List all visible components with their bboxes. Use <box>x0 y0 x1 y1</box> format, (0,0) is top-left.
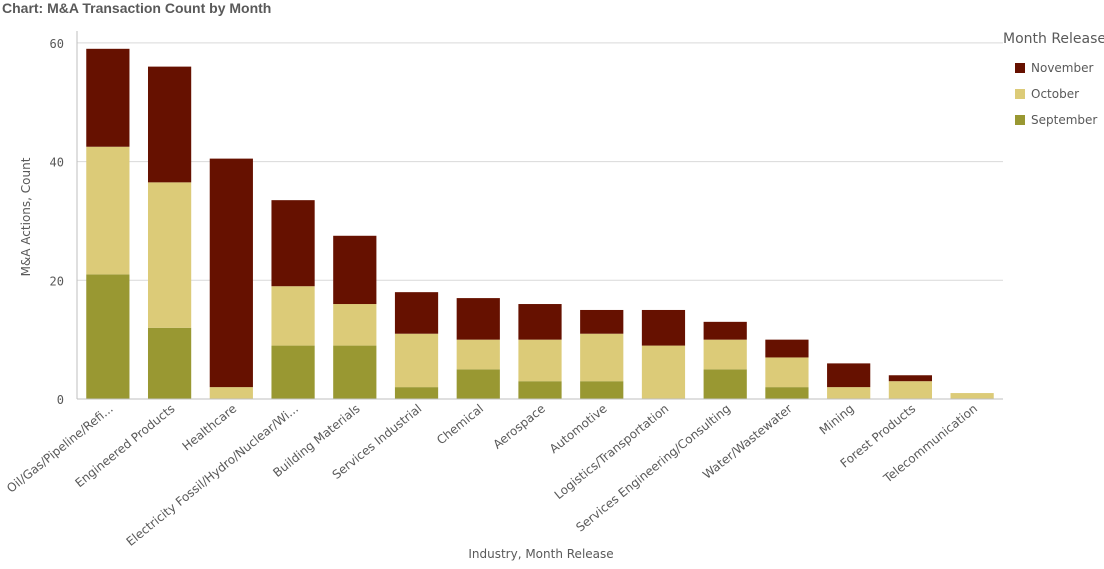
bar-segment-october[interactable] <box>394 333 439 388</box>
bar-segment-october[interactable] <box>147 182 192 328</box>
x-tick-label: Aerospace <box>490 401 547 451</box>
legend-label: September <box>1031 113 1098 127</box>
legend-swatch <box>1015 89 1025 99</box>
y-axis-title: M&A Actions, Count <box>19 157 33 276</box>
legend-title: Month Release <box>1003 31 1104 47</box>
bar-segment-september[interactable] <box>86 274 130 399</box>
x-tick-label: Mining <box>817 401 857 437</box>
legend-swatch <box>1015 115 1025 125</box>
x-axis-title: Industry, Month Release <box>468 547 614 561</box>
legend-item-november[interactable]: November <box>1003 55 1104 81</box>
bar-segment-september[interactable] <box>518 381 562 399</box>
bar-segment-october[interactable] <box>86 146 130 275</box>
bar-segment-october[interactable] <box>703 339 747 370</box>
bars <box>86 48 994 399</box>
bar-segment-november[interactable] <box>765 339 809 358</box>
bar-segment-november[interactable] <box>209 158 253 388</box>
legend[interactable]: Month Release November October September <box>1003 31 1104 133</box>
bar-segment-september[interactable] <box>703 369 747 399</box>
bar-segment-september[interactable] <box>456 369 500 399</box>
bar-segment-october[interactable] <box>827 387 871 399</box>
bar-segment-september[interactable] <box>271 345 315 399</box>
bar-segment-november[interactable] <box>888 375 933 382</box>
bar-segment-november[interactable] <box>641 309 686 346</box>
bar-segment-october[interactable] <box>641 345 686 399</box>
bar-segment-october[interactable] <box>888 381 933 399</box>
bar-segment-november[interactable] <box>518 304 562 340</box>
bar-segment-october[interactable] <box>456 339 500 370</box>
bar-segment-november[interactable] <box>333 235 377 305</box>
bar-segment-november[interactable] <box>827 363 871 388</box>
legend-label: October <box>1031 87 1080 101</box>
bar-segment-november[interactable] <box>86 48 130 147</box>
y-tick-label: 0 <box>57 393 64 407</box>
bar-segment-november[interactable] <box>271 200 315 287</box>
bar-segment-october[interactable] <box>950 393 994 399</box>
y-tick-label: 20 <box>50 274 64 288</box>
bar-segment-october[interactable] <box>580 333 624 382</box>
x-tick-label: Automotive <box>547 401 610 456</box>
x-tick-label: Oil/Gas/Pipeline/Refi... <box>4 401 116 495</box>
bar-segment-november[interactable] <box>703 321 747 340</box>
bar-segment-september[interactable] <box>765 387 809 399</box>
legend-item-september[interactable]: September <box>1003 107 1104 133</box>
bar-segment-november[interactable] <box>580 309 624 334</box>
bar-segment-october[interactable] <box>765 357 809 388</box>
legend-label: November <box>1031 61 1094 75</box>
y-tick-label: 60 <box>50 37 64 51</box>
x-tick-label: Engineered Products <box>72 401 177 490</box>
legend-swatch <box>1015 63 1025 73</box>
bar-segment-september[interactable] <box>580 381 624 399</box>
bar-segment-october[interactable] <box>333 304 377 346</box>
x-tick-label: Healthcare <box>180 401 240 453</box>
y-tick-label: 40 <box>50 156 64 170</box>
bar-segment-september[interactable] <box>394 387 439 399</box>
bar-segment-november[interactable] <box>456 298 500 340</box>
bar-segment-october[interactable] <box>209 387 253 399</box>
x-tick-label: Logistics/Transportation <box>552 401 672 502</box>
x-tick-label: Chemical <box>434 401 486 447</box>
bar-segment-october[interactable] <box>518 339 562 382</box>
bar-segment-november[interactable] <box>394 292 439 334</box>
bar-segment-november[interactable] <box>147 66 192 183</box>
bar-segment-september[interactable] <box>147 327 192 399</box>
bar-segment-september[interactable] <box>333 345 377 399</box>
legend-item-october[interactable]: October <box>1003 81 1104 107</box>
bar-segment-october[interactable] <box>271 286 315 346</box>
chart-title: Chart: M&A Transaction Count by Month <box>2 0 272 16</box>
